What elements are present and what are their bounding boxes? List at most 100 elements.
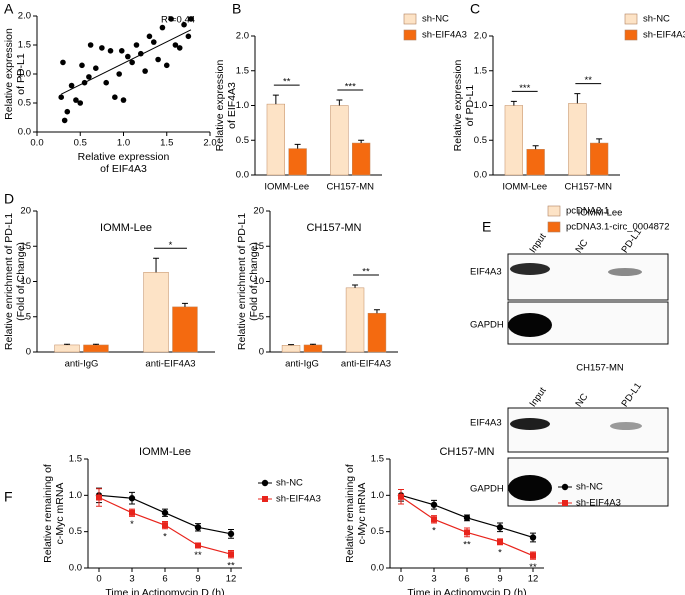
- y-tick-label: 1.5: [236, 65, 249, 76]
- y-axis-label: of EIF4A3: [226, 82, 238, 129]
- y-axis-label: Relative remaining of: [42, 464, 54, 563]
- y-axis-label: of PD-L1: [15, 53, 27, 95]
- point: [79, 62, 85, 69]
- chart-title: CH157-MN: [439, 446, 494, 458]
- marker: [463, 514, 471, 522]
- error-bar: [64, 343, 71, 345]
- point: [129, 59, 135, 66]
- point: [146, 33, 153, 40]
- y-axis-label: c-Myc mRNA: [356, 483, 368, 545]
- error-bar: [288, 344, 295, 346]
- x-tick-label: 0.5: [74, 138, 87, 149]
- legend-label: sh-NC: [643, 14, 670, 25]
- legend-label: sh-EIF4A3: [576, 498, 621, 509]
- point: [73, 97, 79, 103]
- error-bar: [510, 100, 517, 106]
- y-tick-label: 10: [20, 276, 31, 287]
- legend-label: sh-EIF4A3: [643, 30, 685, 41]
- chart-title: CH157-MN: [306, 222, 361, 234]
- bar: [266, 103, 286, 176]
- error-bar: [358, 139, 365, 144]
- bar: [590, 142, 609, 176]
- y-tick-label: 1.0: [236, 100, 249, 111]
- y-tick-label: 0.5: [371, 526, 384, 537]
- y-tick-label: 0.5: [474, 135, 487, 146]
- row-label: EIF4A3: [470, 418, 502, 429]
- x-tick-label: 12: [226, 574, 237, 585]
- significance: *: [432, 525, 436, 536]
- point: [142, 68, 148, 74]
- y-tick-label: 15: [20, 241, 31, 252]
- point: [112, 94, 118, 100]
- point: [58, 94, 65, 100]
- error-bar: [336, 99, 343, 106]
- panel-letter: D: [4, 191, 14, 207]
- significance: **: [227, 560, 235, 571]
- y-axis-label: of PD-L1: [464, 85, 476, 127]
- marker: [262, 496, 268, 502]
- marker: [398, 493, 404, 500]
- y-tick-label: 1.0: [18, 69, 31, 80]
- y-tick-label: 10: [253, 276, 264, 287]
- significance: **: [585, 75, 593, 86]
- point: [68, 82, 75, 89]
- x-tick-label: 1.5: [160, 138, 173, 149]
- x-tick-label: 9: [497, 574, 502, 585]
- marker: [195, 542, 201, 549]
- x-axis-label: Relative expression: [78, 151, 170, 163]
- y-tick-label: 0.0: [371, 563, 384, 574]
- significance: ***: [519, 83, 530, 94]
- point: [87, 42, 94, 48]
- marker: [497, 538, 503, 545]
- legend-label: sh-NC: [276, 478, 303, 489]
- y-tick-label: 1.0: [474, 100, 487, 111]
- x-tick-label: CH157-MN: [326, 182, 374, 193]
- marker: [529, 534, 537, 541]
- y-tick-label: 0.0: [69, 563, 82, 574]
- x-tick-label: 1.0: [117, 138, 130, 149]
- bar: [568, 103, 587, 176]
- point: [185, 33, 192, 40]
- error-bar: [373, 309, 380, 314]
- bar: [143, 272, 169, 353]
- y-tick-label: 0.5: [236, 135, 249, 146]
- error-bar: [272, 94, 279, 105]
- point: [107, 48, 114, 54]
- marker: [161, 509, 169, 516]
- marker: [430, 501, 438, 508]
- point: [159, 24, 166, 31]
- point: [99, 45, 105, 51]
- band: [608, 268, 642, 276]
- error-bar: [92, 343, 99, 345]
- point: [103, 79, 109, 86]
- marker: [228, 551, 234, 558]
- marker: [96, 494, 102, 501]
- y-tick-label: 1.0: [371, 490, 384, 501]
- y-axis-label: Relative enrichment of PD-L1: [236, 213, 248, 350]
- legend-swatch: [547, 221, 561, 233]
- significance: **: [529, 562, 537, 573]
- y-tick-label: 0.5: [18, 98, 31, 109]
- bar: [303, 344, 323, 353]
- x-axis-label: Time in Actinomycin D (h): [407, 587, 526, 595]
- x-tick-label: 0: [96, 574, 101, 585]
- legend-label: sh-NC: [422, 14, 449, 25]
- y-tick-label: 5: [259, 311, 264, 322]
- significance: *: [498, 547, 502, 558]
- bar: [288, 148, 307, 176]
- error-bar: [596, 138, 603, 144]
- y-axis-label: (Fold of Change): [248, 242, 260, 321]
- panel-letter: B: [232, 1, 241, 17]
- blot-title: CH157-MN: [576, 363, 624, 374]
- marker: [261, 479, 269, 487]
- marker: [194, 524, 202, 531]
- x-tick-label: 12: [528, 574, 539, 585]
- x-tick-label: 0.0: [30, 138, 43, 149]
- y-tick-label: 0: [26, 347, 31, 358]
- legend-swatch: [403, 29, 417, 41]
- bar: [352, 142, 371, 176]
- error-bar: [574, 93, 581, 104]
- x-tick-label: 0: [398, 574, 403, 585]
- point: [120, 97, 127, 103]
- error-bar: [532, 145, 539, 150]
